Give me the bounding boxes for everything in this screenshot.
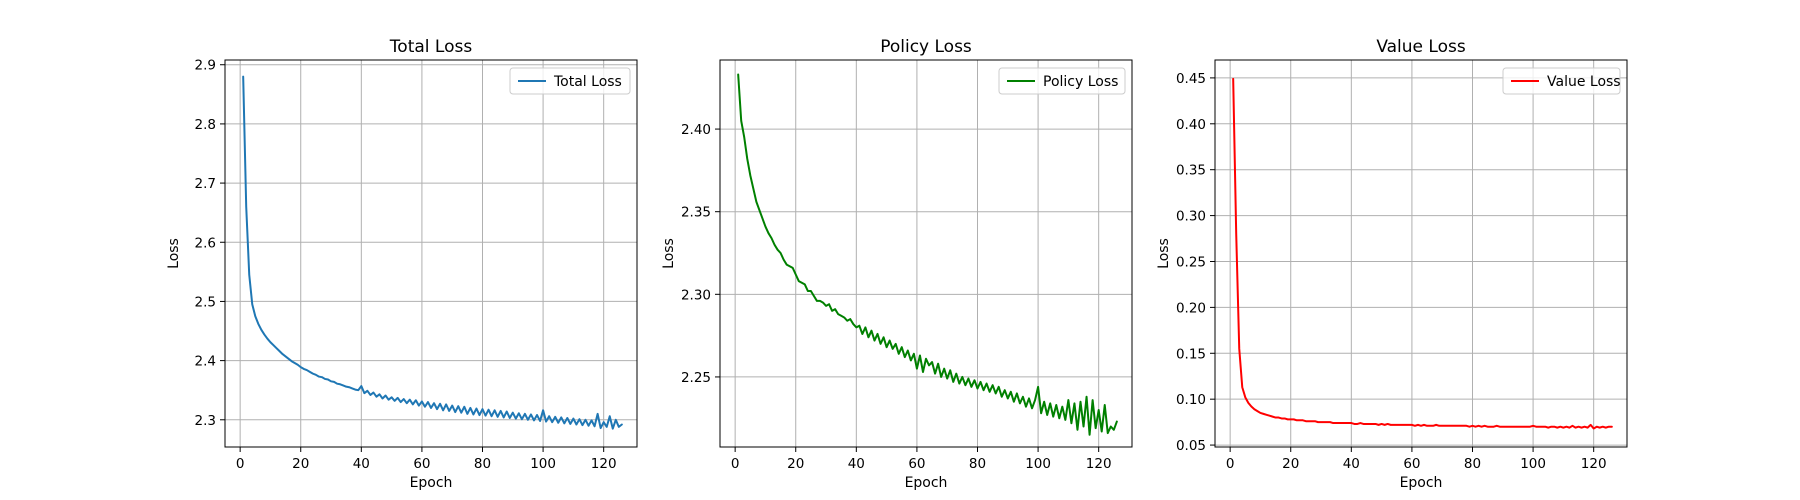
y-tick-label: 0.05 (1176, 438, 1206, 454)
x-tick-label: 120 (1581, 456, 1607, 472)
x-tick-label: 0 (236, 456, 245, 472)
legend: Policy Loss (998, 67, 1126, 95)
y-tick-label: 2.25 (681, 370, 711, 386)
x-tick-label: 120 (1086, 456, 1112, 472)
y-tick-label: 0.40 (1176, 117, 1206, 133)
y-tick-label: 2.3 (195, 413, 216, 429)
x-axis-label: Epoch (905, 475, 948, 491)
y-tick-label: 2.35 (681, 205, 711, 221)
legend: Value Loss (1502, 67, 1621, 95)
chart-title: Value Loss (1376, 37, 1466, 57)
series-line-value-loss (1232, 77, 1613, 430)
y-tick-label: 0.10 (1176, 392, 1206, 408)
x-tick-label: 80 (969, 456, 986, 472)
legend-label: Total Loss (553, 74, 622, 90)
series-line-total-loss (242, 75, 623, 430)
y-tick-label: 0.30 (1176, 209, 1206, 225)
x-tick-label: 40 (353, 456, 370, 472)
y-tick-label: 2.40 (681, 122, 711, 138)
x-tick-label: 20 (292, 456, 309, 472)
x-tick-label: 80 (1464, 456, 1481, 472)
y-axis-label: Loss (1156, 238, 1172, 269)
chart-panel-0: 0 20 40 60 80 100 120 2.3 2.4 2.5 2.6 2.7 2.8 2.9 Tota… (166, 37, 638, 491)
y-tick-label: 2.9 (195, 58, 216, 74)
y-tick-label: 2.6 (195, 235, 216, 251)
x-tick-label: 80 (474, 456, 491, 472)
x-tick-label: 100 (1025, 456, 1051, 472)
legend-label: Policy Loss (1043, 74, 1118, 90)
legend: Total Loss (509, 67, 631, 95)
legend-box (998, 67, 1126, 95)
x-tick-label: 100 (1520, 456, 1546, 472)
legend-box (509, 67, 631, 95)
y-tick-label: 0.45 (1176, 71, 1206, 87)
x-tick-label: 60 (908, 456, 925, 472)
x-tick-label: 100 (530, 456, 556, 472)
x-tick-label: 120 (591, 456, 617, 472)
legend-label: Value Loss (1547, 74, 1621, 90)
x-tick-label: 40 (848, 456, 865, 472)
x-tick-label: 20 (787, 456, 804, 472)
y-tick-label: 0.35 (1176, 163, 1206, 179)
axes-frame (719, 59, 1133, 448)
series-line-policy-loss (737, 73, 1118, 436)
y-tick-label: 0.15 (1176, 346, 1206, 362)
axes-frame (1214, 59, 1628, 448)
x-tick-label: 40 (1343, 456, 1360, 472)
y-tick-label: 0.20 (1176, 300, 1206, 316)
x-axis-label: Epoch (1400, 475, 1443, 491)
chart-title: Total Loss (389, 37, 473, 57)
y-tick-label: 0.25 (1176, 254, 1206, 270)
y-axis-label: Loss (661, 238, 677, 269)
y-tick-label: 2.7 (195, 176, 216, 192)
legend-box (1502, 67, 1621, 95)
chart-title: Policy Loss (880, 37, 972, 57)
axes-frame (224, 59, 638, 448)
chart-panel-2: 0 20 40 60 80 100 120 0.05 0.10 0.15 0.20 0.25 0.30 0… (1156, 37, 1628, 491)
x-tick-label: 0 (1226, 456, 1235, 472)
y-axis-label: Loss (166, 238, 182, 269)
chart-panel-1: 0 20 40 60 80 100 120 2.25 2.30 2.35 2.40 Policy Lo… (661, 37, 1133, 491)
x-tick-label: 60 (413, 456, 430, 472)
y-tick-label: 2.4 (195, 354, 216, 370)
y-tick-label: 2.30 (681, 287, 711, 303)
y-tick-label: 2.5 (195, 294, 216, 310)
x-tick-label: 0 (731, 456, 740, 472)
x-tick-label: 60 (1403, 456, 1420, 472)
x-axis-label: Epoch (410, 475, 453, 491)
y-tick-label: 2.8 (195, 117, 216, 133)
x-tick-label: 20 (1282, 456, 1299, 472)
